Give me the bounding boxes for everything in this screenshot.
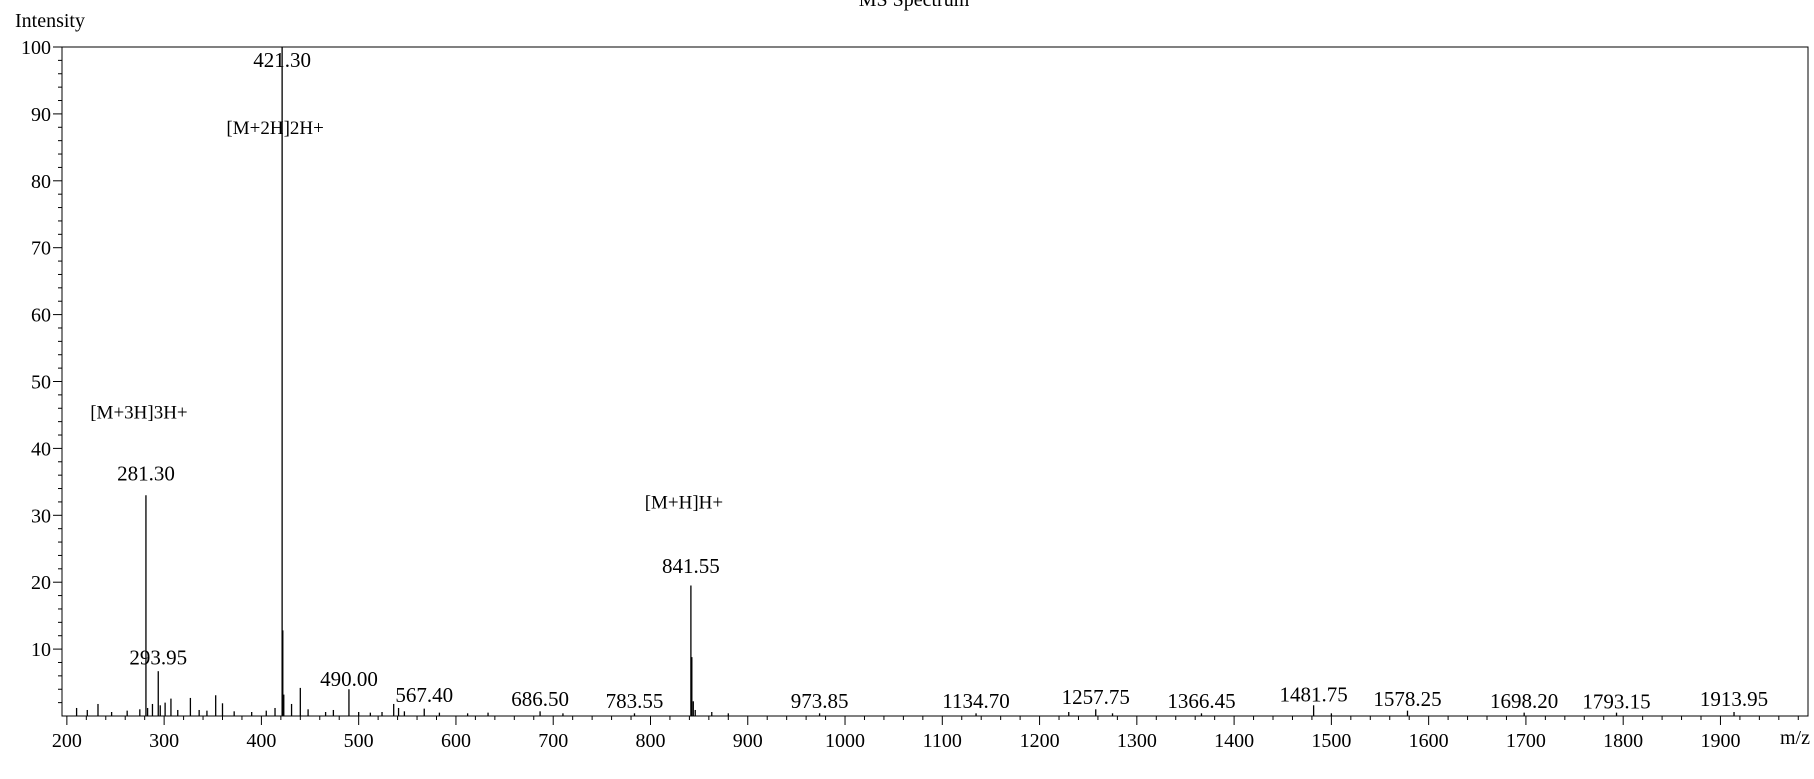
x-tick-label: 400 [246,730,276,752]
spectrum-peaks [75,47,1735,716]
peak-label: 490.00 [320,667,378,691]
peak-label: 841.55 [662,554,720,578]
x-tick-label: 1900 [1700,730,1740,752]
x-tick-label: 1000 [825,730,865,752]
x-tick-label: 800 [635,730,665,752]
y-tick-label: 60 [31,305,51,327]
y-tick-label: 50 [31,372,51,394]
y-axis-ticks: 10 20 30 40 50 60 70 80 90 100 [21,37,62,661]
peak-labels: 421.30 281.30 293.95 490.00 567.40 686.50 783.… [117,48,1768,714]
peak-annotations: [M+2H]2H+ [M+3H]3H+ [M+H]H+ [90,118,723,514]
y-tick-label: 100 [21,37,51,59]
peak-label: 686.50 [511,687,569,711]
y-tick-label: 70 [31,238,51,260]
x-tick-label: 1300 [1117,730,1157,752]
x-axis-title: m/z [1780,727,1810,749]
peak-label: 1698.20 [1490,689,1558,713]
peak-annotation: [M+3H]3H+ [90,402,187,423]
y-tick-label: 40 [31,438,51,460]
x-tick-label: 200 [52,730,82,752]
x-tick-label: 1500 [1311,730,1351,752]
x-tick-label: 1200 [1020,730,1060,752]
x-tick-label: 300 [149,730,179,752]
y-tick-label: 90 [31,104,51,126]
peak-label: 1481.75 [1279,682,1347,706]
x-tick-label: 1100 [923,730,962,752]
y-tick-label: 20 [31,572,51,594]
peak-label: 1366.45 [1167,689,1235,713]
minor-ticks [58,59,1799,720]
peak-label: 783.55 [606,689,664,713]
x-tick-label: 1800 [1603,730,1643,752]
x-tick-label: 1600 [1409,730,1449,752]
peak-label: 281.30 [117,462,175,486]
peak-label: 421.30 [253,48,311,72]
x-axis-ticks: 200 300 400 500 600 700 800 900 1000 1100 1200 1300… [52,716,1740,752]
plot-frame [61,46,1809,717]
x-tick-label: 600 [441,730,471,752]
peak-label: 1578.25 [1373,687,1441,711]
y-tick-label: 30 [31,505,51,527]
peak-label: 1793.15 [1582,690,1650,714]
peak-label: 1257.75 [1062,685,1130,709]
peak-annotation: [M+2H]2H+ [226,118,323,139]
x-tick-label: 900 [733,730,763,752]
peak-label: 567.40 [395,683,453,707]
peak-annotation: [M+H]H+ [645,493,723,514]
peak-label: 1134.70 [942,689,1009,713]
y-tick-label: 80 [31,171,51,193]
x-tick-label: 500 [344,730,374,752]
x-tick-label: 1700 [1506,730,1546,752]
y-tick-label: 10 [31,639,51,661]
y-axis-title: Intensity [15,10,85,32]
x-tick-label: 700 [538,730,568,752]
x-tick-label: 1400 [1214,730,1254,752]
peak-label: 1913.95 [1700,687,1768,711]
chart-title: MS Spectrum [859,0,970,11]
peak-label: 293.95 [129,645,187,669]
peak-label: 973.85 [791,689,849,713]
